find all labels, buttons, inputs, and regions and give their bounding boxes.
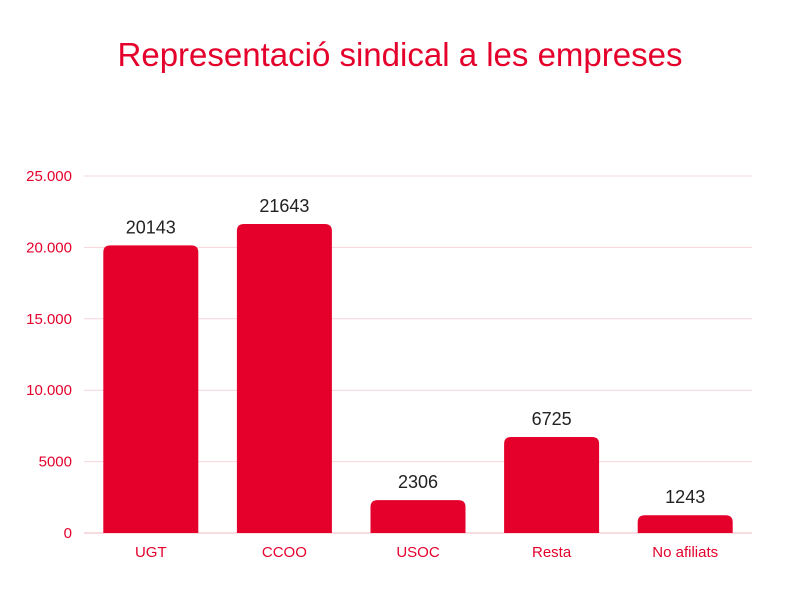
bar-data-label: 1243: [665, 487, 705, 507]
x-tick-label: Resta: [532, 544, 572, 561]
y-tick-label: 10.000: [26, 382, 72, 399]
labels-layer: 0 5000 10.000 15.000 20.000 25.000 20143 UGT 216…: [26, 168, 718, 561]
y-tick-label: 20.000: [26, 239, 72, 256]
bar-data-label: 6725: [532, 409, 572, 429]
x-tick-label: UGT: [135, 544, 167, 561]
bar-no-afiliats: [637, 515, 733, 533]
bar-data-label: 21643: [259, 196, 309, 216]
bar-data-label: 20143: [126, 217, 176, 237]
bar-ugt: [103, 245, 199, 533]
bar-data-label: 2306: [398, 472, 438, 492]
y-tick-label: 5000: [39, 454, 72, 471]
bars-layer: [103, 223, 733, 533]
y-tick-label: 0: [64, 525, 72, 542]
chart-title: Representació sindical a les empreses: [117, 36, 683, 73]
bar-usoc: [370, 500, 466, 533]
x-tick-label: USOC: [396, 544, 440, 561]
y-tick-label: 25.000: [26, 168, 72, 185]
bar-ccoo: [236, 223, 332, 533]
y-tick-label: 15.000: [26, 311, 72, 328]
x-tick-label: No afiliats: [652, 544, 718, 561]
bar-resta: [504, 436, 600, 533]
x-tick-label: CCOO: [262, 544, 307, 561]
